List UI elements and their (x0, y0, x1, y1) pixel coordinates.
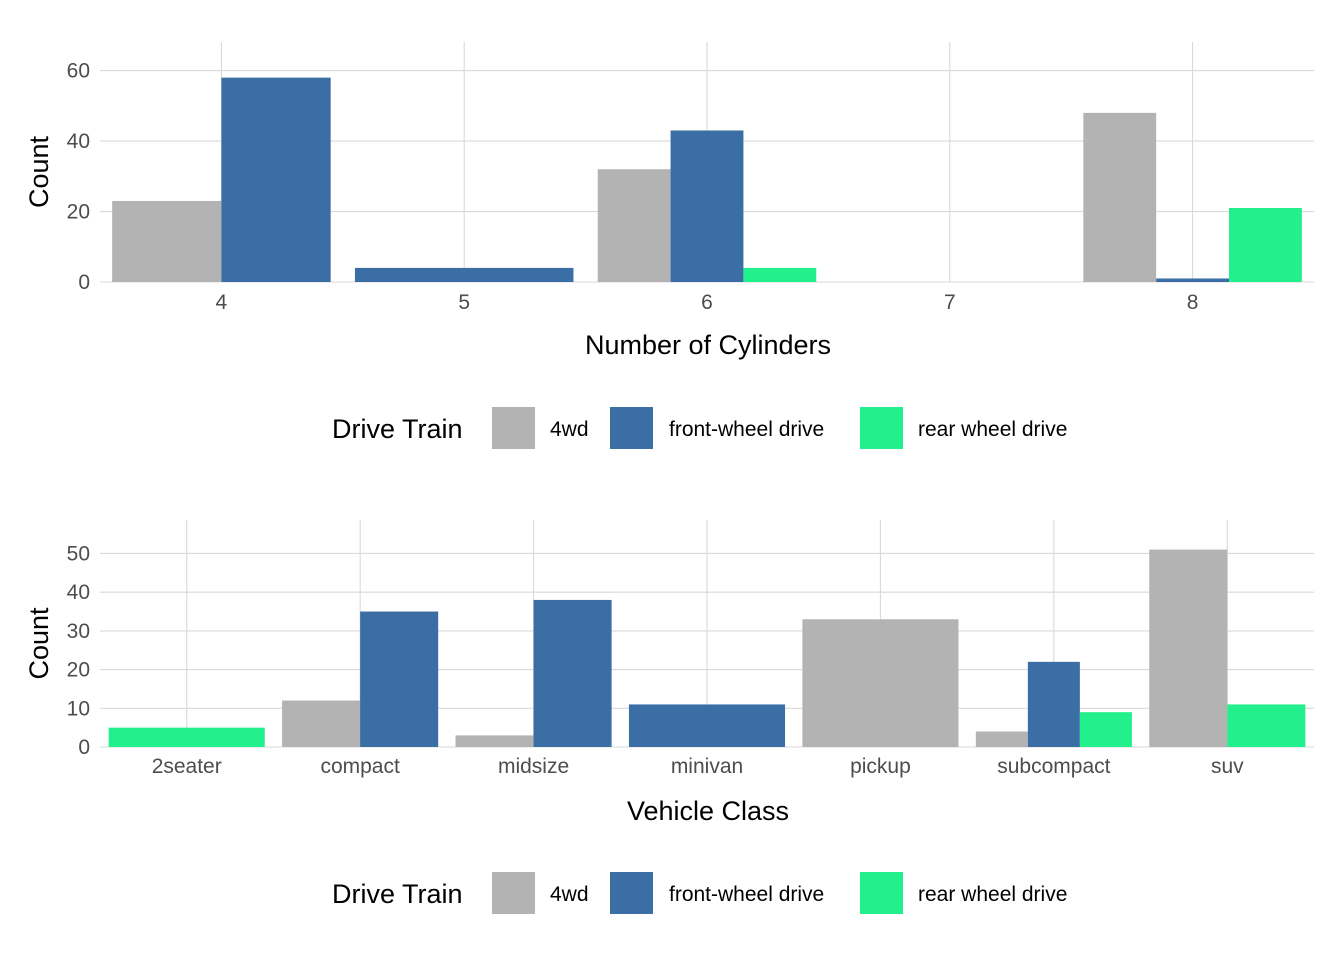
x-axis-title: Vehicle Class (627, 796, 789, 826)
legend-label: rear wheel drive (918, 418, 1067, 441)
y-tick-label: 40 (67, 581, 90, 604)
legend-key-front-wheel-drive (610, 872, 653, 914)
bar-4-4wd (112, 200, 222, 282)
x-tick-label: compact (320, 755, 400, 778)
bar-minivan-front-wheel-drive (628, 704, 786, 747)
bar-suv-rear-wheel-drive (1227, 704, 1306, 747)
bar-pickup-4wd (802, 619, 959, 747)
x-tick-label: 5 (458, 291, 470, 314)
x-tick-label: pickup (850, 755, 911, 778)
bar-compact-4wd (282, 700, 361, 747)
y-tick-label: 20 (67, 201, 90, 224)
legend-key-4wd (492, 872, 535, 914)
bar-midsize-4wd (455, 735, 534, 747)
legend-label: rear wheel drive (918, 883, 1067, 906)
bars (108, 549, 1306, 747)
bar-8-front-wheel-drive (1156, 278, 1230, 282)
bar-midsize-front-wheel-drive (533, 599, 612, 747)
bar-4-front-wheel-drive (221, 77, 331, 282)
x-tick-label: minivan (671, 755, 743, 778)
bar-5-front-wheel-drive (354, 267, 574, 282)
bar-6-4wd (597, 169, 671, 282)
bar-subcompact-4wd (975, 731, 1028, 747)
legend: Drive Train 4wd front-wheel drive rear whee… (332, 872, 1067, 914)
bar-suv-4wd (1149, 549, 1228, 747)
y-tick-label: 40 (67, 130, 90, 153)
legend-title: Drive Train (332, 414, 463, 444)
x-tick-label: 4 (216, 291, 228, 314)
x-tick-label: midsize (498, 755, 569, 778)
y-tick-label: 20 (67, 659, 90, 682)
legend-label: front-wheel drive (669, 418, 824, 441)
legend-key-front-wheel-drive (610, 407, 653, 449)
bar-8-4wd (1083, 112, 1157, 282)
x-tick-label: 6 (701, 291, 713, 314)
y-tick-label: 60 (67, 60, 90, 83)
bar-6-rear-wheel-drive (743, 267, 817, 282)
y-tick-label: 10 (67, 697, 90, 720)
x-tick-labels: 4 5 6 7 8 (216, 291, 1199, 314)
y-tick-label: 30 (67, 620, 90, 643)
bar-8-rear-wheel-drive (1229, 208, 1302, 282)
x-tick-label: suv (1211, 755, 1244, 778)
bar-subcompact-front-wheel-drive (1027, 661, 1080, 747)
x-tick-labels: 2seater compact midsize minivan pickup subcom… (152, 755, 1244, 778)
legend-label: 4wd (550, 418, 589, 441)
bar-compact-front-wheel-drive (360, 611, 439, 747)
y-axis-title: Count (24, 135, 54, 208)
bar-subcompact-rear-wheel-drive (1079, 712, 1132, 747)
y-tick-label: 0 (78, 271, 90, 294)
x-tick-label: 8 (1187, 291, 1199, 314)
chart-panel-0: 0 20 40 60 4 5 6 7 8 Number of Cylinders Count Driv… (24, 42, 1314, 449)
y-tick-labels: 0 20 40 60 (67, 60, 90, 294)
y-axis-title: Count (24, 607, 54, 680)
bar-6-front-wheel-drive (670, 130, 744, 282)
x-tick-label: 2seater (152, 755, 222, 778)
x-axis-title: Number of Cylinders (585, 330, 831, 360)
bars (112, 77, 1302, 282)
legend-label: 4wd (550, 883, 589, 906)
legend: Drive Train 4wd front-wheel drive rear whee… (332, 407, 1067, 449)
y-tick-label: 0 (78, 736, 90, 759)
legend-title: Drive Train (332, 879, 463, 909)
legend-label: front-wheel drive (669, 883, 824, 906)
x-tick-label: 7 (944, 291, 956, 314)
legend-key-rear-wheel-drive (860, 407, 903, 449)
legend-key-4wd (492, 407, 535, 449)
y-tick-labels: 0 10 20 30 40 50 (67, 542, 90, 759)
chart-panel-1: 0 10 20 30 40 50 2seater compact midsize minivan p… (24, 520, 1314, 914)
bar-2seater-rear-wheel-drive (108, 727, 265, 747)
legend-key-rear-wheel-drive (860, 872, 903, 914)
y-tick-label: 50 (67, 542, 90, 565)
x-tick-label: subcompact (997, 755, 1110, 778)
